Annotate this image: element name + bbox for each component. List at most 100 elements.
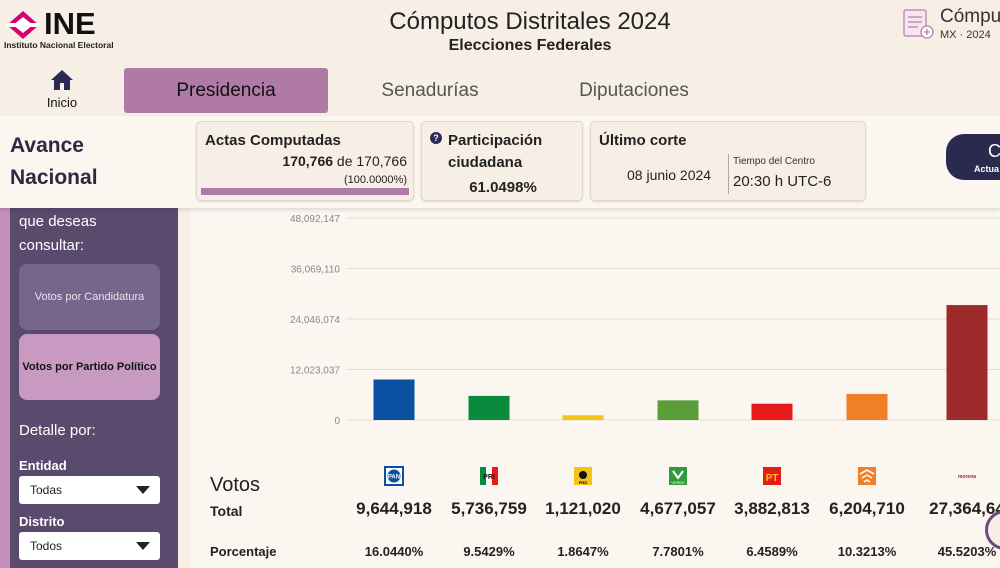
svg-text:PT: PT bbox=[766, 473, 779, 484]
prd-logo-icon[interactable]: PRD bbox=[573, 466, 593, 486]
participacion-card: ? Participación ciudadana 61.0498% bbox=[421, 121, 583, 201]
svg-text:morena: morena bbox=[958, 474, 976, 480]
y-tick-label: 36,069,110 bbox=[291, 265, 341, 276]
entidad-label: Entidad bbox=[19, 458, 67, 473]
detalle-label: Detalle por: bbox=[19, 422, 96, 439]
svg-text:PAN: PAN bbox=[388, 475, 400, 481]
svg-text:PRI: PRI bbox=[483, 474, 495, 481]
svg-text:PRD: PRD bbox=[579, 480, 588, 485]
corte-divider bbox=[728, 154, 729, 194]
ultimo-corte-card: Último corte 08 junio 2024 Tiempo del Ce… bbox=[590, 121, 866, 201]
participacion-label: Participación ciudadana bbox=[448, 130, 542, 174]
corte-time: 20:30 h UTC-6 bbox=[733, 173, 832, 190]
actas-count: 170,766 de 170,766 bbox=[282, 153, 407, 169]
party-total-pan: 9,644,918 bbox=[356, 499, 432, 518]
avance-title-line1: Avance bbox=[10, 134, 84, 157]
party-percent-mc: 10.3213% bbox=[837, 544, 897, 559]
computos-app-icon[interactable] bbox=[902, 8, 934, 40]
app-name: Cómpu bbox=[940, 6, 1000, 27]
party-total-prd: 1,121,020 bbox=[545, 499, 621, 518]
sidebar-prompt: que deseas consultar: bbox=[19, 210, 97, 258]
home-label: Inicio bbox=[46, 95, 78, 110]
sidebar-prompt-line2: consultar: bbox=[19, 237, 85, 254]
logo-subtitle: Instituto Nacional Electoral bbox=[4, 40, 114, 50]
actas-percent: (100.0000%) bbox=[344, 174, 407, 186]
party-total-pri: 5,736,759 bbox=[451, 499, 527, 518]
actas-total: 170,766 bbox=[356, 153, 407, 169]
consulta-button[interactable]: C Actua bbox=[946, 134, 1000, 180]
party-total-verde: 4,677,057 bbox=[640, 499, 716, 518]
pri-logo-icon[interactable]: PRI bbox=[479, 466, 499, 486]
actas-card: Actas Computadas 170,766 de 170,766 (100… bbox=[196, 121, 414, 201]
help-icon[interactable]: ? bbox=[430, 132, 442, 144]
actas-label: Actas Computadas bbox=[205, 132, 341, 149]
page-subtitle: Elecciones Federales bbox=[448, 37, 612, 54]
votos-partido-button[interactable]: Votos por Partido Político bbox=[19, 334, 160, 400]
tab-diputaciones[interactable]: Diputaciones bbox=[579, 79, 689, 101]
bar-mc[interactable] bbox=[846, 393, 888, 420]
corte-label: Último corte bbox=[599, 132, 687, 149]
entidad-select[interactable]: Todas bbox=[19, 476, 160, 504]
home-button[interactable]: Inicio bbox=[30, 69, 94, 115]
party-percent-pan: 16.0440% bbox=[364, 544, 424, 559]
app-subtitle: MX · 2024 bbox=[940, 29, 991, 41]
bar-pt[interactable] bbox=[751, 403, 793, 420]
results-panel: 48,092,147 36,069,110 24,046,074 12,023,037… bbox=[190, 208, 1000, 568]
distrito-label: Distrito bbox=[19, 514, 65, 529]
consulta-button-line1: C bbox=[988, 141, 1000, 161]
top-header: INE Instituto Nacional Electoral Cómputo… bbox=[0, 0, 1000, 66]
sidebar-prompt-line1: que deseas bbox=[19, 213, 97, 230]
distrito-select[interactable]: Todos bbox=[19, 532, 160, 560]
party-total-mc: 6,204,710 bbox=[829, 499, 905, 518]
tab-senadurias[interactable]: Senadurías bbox=[381, 79, 479, 101]
corte-date: 08 junio 2024 bbox=[627, 167, 712, 183]
corte-timezone-label: Tiempo del Centro bbox=[733, 156, 815, 167]
mc-logo-icon[interactable] bbox=[857, 466, 877, 486]
party-percent-prd: 1.8647% bbox=[557, 544, 609, 559]
bar-morena[interactable] bbox=[946, 305, 988, 420]
chevron-down-icon bbox=[136, 486, 150, 494]
avance-title-line2: Nacional bbox=[10, 166, 98, 189]
actas-computadas: 170,766 bbox=[282, 153, 334, 169]
party-percent-pt: 6.4589% bbox=[746, 544, 798, 559]
entidad-value: Todas bbox=[30, 483, 63, 497]
ine-logo-icon bbox=[6, 11, 40, 39]
y-tick-label: 24,046,074 bbox=[290, 315, 340, 326]
bar-pri[interactable] bbox=[468, 395, 510, 420]
participacion-value: 61.0498% bbox=[469, 179, 537, 196]
bar-prd[interactable] bbox=[562, 415, 604, 420]
home-icon bbox=[51, 70, 73, 90]
page-title: Cómputos Distritales 2024 bbox=[389, 8, 671, 35]
pt-logo-icon[interactable]: PT bbox=[762, 466, 782, 486]
logo-text: INE bbox=[44, 6, 96, 41]
votos-candidatura-button[interactable]: Votos por Candidatura bbox=[19, 264, 160, 330]
ine-logo[interactable]: INE Instituto Nacional Electoral bbox=[4, 6, 134, 52]
y-tick-label: 12,023,037 bbox=[290, 366, 340, 377]
bar-pan[interactable] bbox=[373, 379, 415, 420]
participacion-label-line2: ciudadana bbox=[448, 154, 523, 171]
bar-verde[interactable] bbox=[657, 400, 699, 420]
tab-presidencia[interactable]: Presidencia bbox=[124, 68, 328, 113]
chevron-down-icon bbox=[136, 542, 150, 550]
party-total-morena: 27,364,64 bbox=[929, 499, 1000, 518]
y-tick-label: 48,092,147 bbox=[290, 214, 340, 225]
results-main: 48,092,147 36,069,110 24,046,074 12,023,037… bbox=[178, 208, 1000, 568]
y-tick-label: 0 bbox=[334, 416, 340, 427]
sidebar-accent bbox=[0, 208, 10, 568]
svg-text:VERDE: VERDE bbox=[671, 480, 685, 485]
pan-logo-icon[interactable]: PAN bbox=[384, 466, 404, 486]
votes-bar-chart: 48,092,147 36,069,110 24,046,074 12,023,037… bbox=[290, 214, 1000, 427]
consulta-button-line2: Actua bbox=[974, 164, 1000, 174]
filter-sidebar: que deseas consultar: Votos por Candidat… bbox=[0, 208, 178, 568]
party-percent-verde: 7.7801% bbox=[652, 544, 704, 559]
verde-logo-icon[interactable]: VERDE bbox=[668, 466, 688, 486]
distrito-value: Todos bbox=[30, 539, 63, 553]
participacion-label-line1: Participación bbox=[448, 132, 543, 149]
avance-nacional-bar: Avance Nacional Actas Computadas 170,766… bbox=[0, 116, 1000, 208]
party-percent-pri: 9.5429% bbox=[463, 544, 515, 559]
porcentaje-row-label: Porcentaje bbox=[210, 544, 277, 559]
avance-title: Avance Nacional bbox=[10, 130, 98, 194]
morena-logo-icon[interactable]: morena bbox=[957, 466, 977, 486]
votos-title: Votos bbox=[210, 474, 261, 496]
actas-progress-bar bbox=[201, 188, 409, 195]
